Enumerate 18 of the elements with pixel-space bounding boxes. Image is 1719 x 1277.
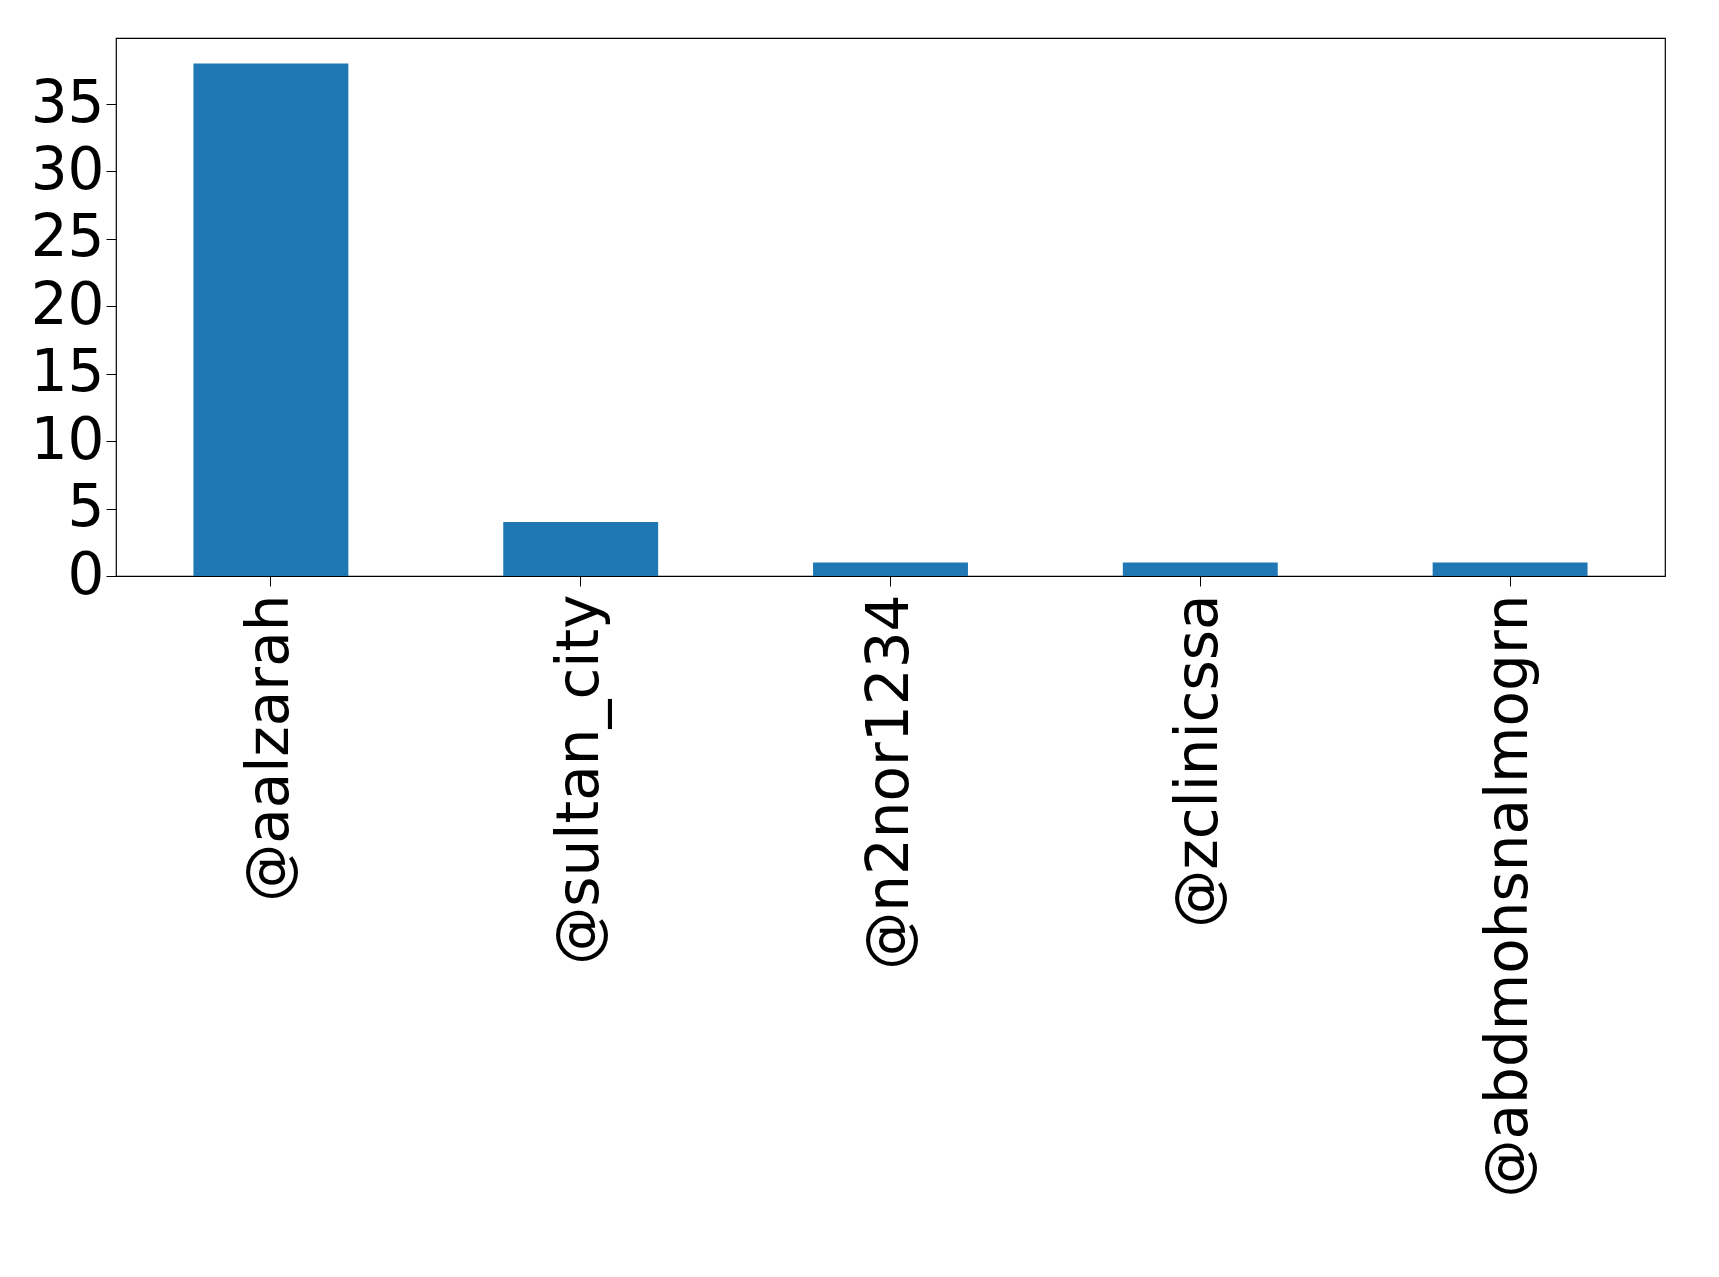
bar xyxy=(1122,562,1278,576)
x-tick-label: @abdmohsnalmogrn xyxy=(1473,594,1542,1198)
y-tick-label: 0 xyxy=(67,539,105,608)
x-tick-label: @sultan_city xyxy=(543,594,612,965)
y-tick-label: 35 xyxy=(30,67,105,136)
bar xyxy=(503,522,659,576)
x-tick-label: @n2nor1234 xyxy=(853,594,922,970)
y-tick-label: 15 xyxy=(30,337,105,406)
bar xyxy=(813,562,968,576)
y-tick-label: 20 xyxy=(30,269,105,338)
y-tick-label: 30 xyxy=(30,134,105,203)
y-tick-label: 25 xyxy=(30,202,105,271)
bar xyxy=(1432,562,1588,576)
x-tick-label: @zclinicssa xyxy=(1163,594,1232,928)
y-tick-label: 5 xyxy=(67,472,105,541)
x-tick-label: @aalzarah xyxy=(233,594,302,902)
y-tick-label: 10 xyxy=(30,404,105,473)
bar xyxy=(193,63,349,576)
